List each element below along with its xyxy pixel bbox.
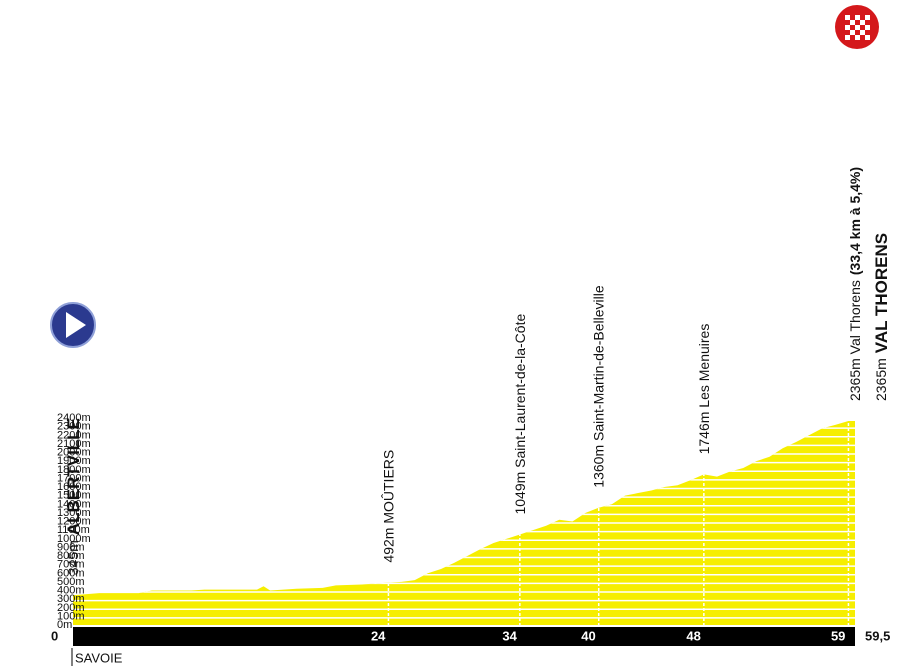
y-tick-label: 1600m bbox=[57, 481, 91, 493]
place-detail: 1360m Saint-Martin-de-Belleville bbox=[591, 285, 607, 488]
y-tick-label: 600m bbox=[57, 567, 85, 579]
y-tick-label: 2400m bbox=[57, 412, 91, 424]
y-tick-label: 2100m bbox=[57, 438, 91, 450]
y-tick-label: 1500m bbox=[57, 490, 91, 502]
y-tick-label: 400m bbox=[57, 585, 85, 597]
place-label: 2365m VAL THORENS bbox=[872, 233, 891, 401]
place-label: 345m ALBERTVILLE bbox=[64, 418, 83, 575]
place-name: (33,4 km à 5,4%) bbox=[847, 167, 863, 275]
place-detail: 345m bbox=[65, 540, 81, 575]
y-tick-label: 1200m bbox=[57, 516, 91, 528]
y-tick-label: 1000m bbox=[57, 533, 91, 545]
x-tick-label: 24 bbox=[371, 629, 386, 644]
place-detail: 1049m Saint-Laurent-de-la-Côte bbox=[512, 314, 528, 515]
x-tick-label: 59,5 bbox=[865, 629, 890, 644]
y-tick-label: 0m bbox=[57, 619, 72, 631]
y-tick-label: 1900m bbox=[57, 455, 91, 467]
place-name: ALBERTVILLE bbox=[64, 418, 83, 535]
y-tick-label: 1800m bbox=[57, 464, 91, 476]
y-tick-label: 1300m bbox=[57, 507, 91, 519]
place-detail: 2365m bbox=[873, 358, 889, 401]
y-tick-label: 800m bbox=[57, 550, 85, 562]
y-tick-label: 1400m bbox=[57, 498, 91, 510]
y-tick-label: 700m bbox=[57, 559, 85, 571]
y-tick-label: 2000m bbox=[57, 447, 91, 459]
y-tick-label: 900m bbox=[57, 541, 85, 553]
km-band bbox=[73, 627, 855, 646]
x-tick-label: 48 bbox=[686, 629, 700, 644]
x-tick-label: 0 bbox=[51, 629, 58, 644]
region-label: SAVOIE bbox=[75, 651, 123, 666]
place-label: 1746m Les Menuires bbox=[696, 324, 712, 455]
start-icon bbox=[50, 302, 96, 348]
x-tick-label: 59 bbox=[831, 629, 845, 644]
place-name: VAL THORENS bbox=[872, 233, 891, 353]
place-label: 1049m Saint-Laurent-de-la-Côte bbox=[512, 314, 528, 515]
y-tick-label: 500m bbox=[57, 576, 85, 588]
place-detail: 492m MOÛTIERS bbox=[380, 450, 396, 563]
x-tick-label: 40 bbox=[581, 629, 595, 644]
y-tick-label: 100m bbox=[57, 610, 85, 622]
y-tick-label: 300m bbox=[57, 593, 85, 605]
place-label: 1360m Saint-Martin-de-Belleville bbox=[591, 285, 607, 488]
y-tick-label: 200m bbox=[57, 602, 85, 614]
y-tick-label: 2300m bbox=[57, 421, 91, 433]
y-tick-label: 2200m bbox=[57, 429, 91, 441]
place-label: 2365m Val Thorens (33,4 km à 5,4%) bbox=[847, 167, 863, 401]
y-tick-label: 1100m bbox=[57, 524, 90, 536]
place-label: 492m MOÛTIERS bbox=[380, 450, 396, 563]
place-detail: 1746m Les Menuires bbox=[696, 324, 712, 455]
y-tick-label: 1700m bbox=[57, 472, 91, 484]
x-tick-label: 34 bbox=[502, 629, 517, 644]
place-detail: 2365m Val Thorens bbox=[847, 280, 863, 401]
finish-icon bbox=[835, 5, 879, 49]
